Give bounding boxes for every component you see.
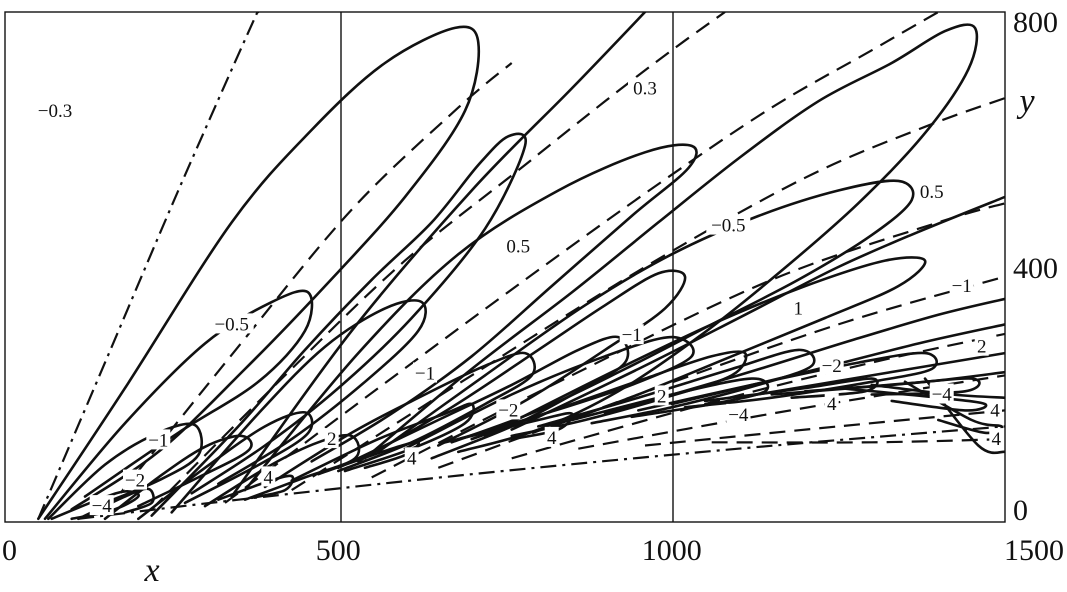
x-tick-label-0: 0 bbox=[2, 534, 17, 567]
x-tick-label-1500: 1500 bbox=[1004, 534, 1064, 567]
contour-line-27 bbox=[603, 297, 1005, 415]
contour-line-23 bbox=[483, 256, 927, 438]
contour-label-bg-22 bbox=[824, 393, 839, 414]
contour-label-3: 0.5 bbox=[920, 182, 944, 203]
contour-label-15: 2 bbox=[657, 386, 667, 407]
contour-label-11: −2 bbox=[125, 471, 145, 492]
contour-line-6 bbox=[137, 411, 314, 521]
contour-label-18: 4 bbox=[264, 467, 274, 488]
contour-label-bg-6 bbox=[413, 362, 437, 383]
contour-label-bg-25 bbox=[989, 428, 1004, 449]
contour-label-bg-5 bbox=[706, 214, 751, 235]
y-tick-label-400: 400 bbox=[1013, 252, 1058, 285]
contour-label-16: 2 bbox=[977, 337, 987, 358]
dashed-line-45 bbox=[437, 275, 1005, 469]
contour-line-13 bbox=[263, 351, 536, 489]
contour-label-12: −2 bbox=[498, 400, 518, 421]
contour-label-5: −0.5 bbox=[711, 216, 745, 237]
y-tick-labels: 0 400 800 bbox=[1013, 6, 1058, 527]
contour-line-18 bbox=[363, 23, 979, 460]
y-tick-label-800: 800 bbox=[1013, 6, 1058, 39]
contour-label-bg-3 bbox=[914, 180, 949, 201]
contour-line-8 bbox=[170, 299, 427, 514]
contour-label-bg-19 bbox=[404, 447, 419, 468]
contour-label-13: −2 bbox=[822, 356, 842, 377]
contour-label-bg-2 bbox=[501, 235, 536, 256]
contour-label-bg-16 bbox=[974, 335, 989, 356]
contour-label-bg-21 bbox=[726, 403, 751, 424]
contour-label-bg-0 bbox=[33, 99, 77, 120]
contour-label-4: −0.5 bbox=[214, 314, 248, 335]
contour-label-20: 4 bbox=[547, 428, 557, 449]
contour-line-2 bbox=[47, 422, 204, 521]
dashdot-line-39 bbox=[78, 425, 1005, 520]
contour-line-34 bbox=[837, 386, 988, 412]
x-tick-label-1000: 1000 bbox=[642, 534, 702, 567]
contour-line-19 bbox=[377, 179, 915, 454]
contour-label-1: 0.3 bbox=[633, 79, 657, 100]
dashed-line-46 bbox=[511, 332, 1005, 460]
contour-label-2: 0.5 bbox=[506, 237, 530, 258]
contour-label-bg-18 bbox=[261, 466, 276, 487]
contour-label-bg-11 bbox=[123, 469, 147, 490]
dashed-line-44 bbox=[371, 202, 1005, 479]
plot-frame bbox=[4, 11, 1006, 523]
x-tick-label-500: 500 bbox=[316, 534, 361, 567]
contour-label-bg-1 bbox=[628, 77, 662, 98]
contour-line-31 bbox=[737, 351, 1005, 399]
contour-label-bg-10 bbox=[791, 297, 806, 318]
contour-label-14: 2 bbox=[327, 429, 337, 450]
contour-label-bg-7 bbox=[619, 324, 644, 345]
dashed-line-40 bbox=[104, 62, 513, 514]
contour-label-21: −4 bbox=[728, 405, 749, 426]
contour-label-bg-15 bbox=[654, 385, 669, 406]
contour-label-17: −4 bbox=[92, 496, 113, 517]
contour-line-29 bbox=[670, 323, 1005, 406]
contour-label-9: −1 bbox=[148, 430, 168, 451]
contour-label-bg-23 bbox=[929, 383, 954, 404]
dashed-line-43 bbox=[291, 97, 1005, 492]
contour-label-bg-8 bbox=[949, 275, 974, 296]
contour-label-6: −1 bbox=[415, 364, 435, 385]
contour-line-11 bbox=[230, 12, 647, 498]
contour-line-9 bbox=[203, 433, 361, 508]
contour-label-bg-17 bbox=[89, 495, 114, 516]
dashed-line-49 bbox=[711, 438, 1005, 444]
contour-label-bg-14 bbox=[324, 428, 339, 449]
contour-label-bg-9 bbox=[146, 429, 171, 450]
dashdot-line-38 bbox=[37, 12, 260, 520]
contour-label-19: 4 bbox=[407, 448, 417, 469]
contour-line-12 bbox=[243, 143, 698, 492]
contour-line-10 bbox=[217, 474, 295, 501]
x-tick-labels: 0 500 1000 1500 bbox=[2, 534, 1064, 567]
dashed-line-41 bbox=[150, 12, 726, 511]
contour-label-bg-20 bbox=[544, 426, 559, 447]
contour-label-22: 4 bbox=[827, 394, 837, 415]
contour-label-0: −0.3 bbox=[38, 101, 72, 122]
y-axis-label: y bbox=[1016, 83, 1035, 120]
contour-label-23: −4 bbox=[932, 385, 953, 406]
contour-lines bbox=[37, 12, 1005, 521]
contour-line-0 bbox=[37, 25, 481, 521]
contour-label-bg-13 bbox=[819, 354, 844, 375]
contour-label-24: 4 bbox=[990, 400, 1000, 421]
dashed-line-42 bbox=[224, 12, 939, 504]
contour-label-bg-12 bbox=[496, 399, 521, 420]
contour-label-8: −1 bbox=[952, 276, 972, 297]
contour-line-33 bbox=[803, 370, 1005, 393]
contour-line-7 bbox=[150, 132, 528, 517]
dashed-line-47 bbox=[578, 374, 1005, 450]
contour-label-bg-4 bbox=[209, 313, 254, 334]
x-axis-label: x bbox=[143, 552, 159, 589]
contour-label-7: −1 bbox=[622, 325, 642, 346]
contour-label-bg-24 bbox=[988, 399, 1002, 420]
contour-label-10: 1 bbox=[794, 298, 804, 319]
contour-label-25: 4 bbox=[992, 429, 1002, 450]
contour-line-5 bbox=[103, 434, 253, 521]
contour-labels: −0.3 0.3 0.5 0.5 −0.5 −0.5 −1 −1 −1 −1 1 −2 −2 −2 2 2 2 −… bbox=[33, 77, 1004, 517]
contour-line-24 bbox=[510, 195, 1005, 431]
y-tick-label-0: 0 bbox=[1013, 494, 1028, 527]
contour-line-17 bbox=[357, 269, 687, 463]
